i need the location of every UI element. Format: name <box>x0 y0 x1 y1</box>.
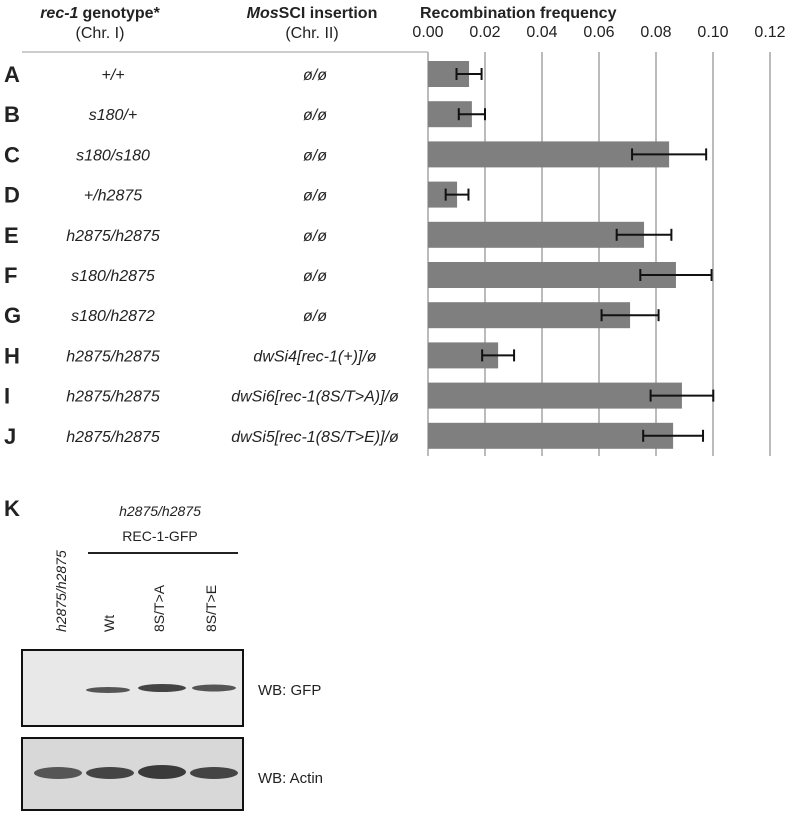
header: MosSCI insertion <box>247 5 378 22</box>
row-label: C <box>4 142 20 167</box>
row-label: J <box>4 424 16 449</box>
row-label: I <box>4 384 10 409</box>
x-tick-label: 0.04 <box>526 24 557 41</box>
lane-label: 8S/T>E <box>203 585 219 632</box>
header-text: SCI insertion <box>279 5 378 22</box>
header-sub: (Chr. I) <box>76 25 125 42</box>
k-genotype: h2875/h2875 <box>119 503 201 519</box>
genotype: h2875/h2875 <box>66 228 160 245</box>
band <box>190 767 238 779</box>
genotype: +/+ <box>101 67 124 84</box>
genotype: s180/s180 <box>76 147 150 164</box>
header-text: genotype* <box>82 5 160 22</box>
error-bar <box>639 269 713 281</box>
x-tick-label: 0.10 <box>697 24 728 41</box>
lane-label: h2875/h2875 <box>53 550 69 632</box>
insertion: ø/ø <box>303 308 327 325</box>
error-bar <box>642 429 705 442</box>
band <box>138 765 186 779</box>
x-tick-label: 0.12 <box>754 24 785 41</box>
bar <box>428 221 645 248</box>
header-sub: (Chr. II) <box>285 25 338 42</box>
insertion: ø/ø <box>303 67 327 84</box>
genotype: h2875/h2875 <box>66 429 160 446</box>
insertion: dwSi6[rec-1(8S/T>A)]/ø <box>231 389 399 406</box>
bar <box>428 302 631 329</box>
error-bar <box>455 68 483 80</box>
insertion: ø/ø <box>303 107 327 124</box>
band <box>138 684 186 692</box>
genotype: h2875/h2875 <box>66 389 160 406</box>
error-bar <box>631 148 708 161</box>
row-label: E <box>4 223 19 248</box>
error-bar <box>600 309 660 322</box>
band <box>34 767 82 779</box>
row-label: F <box>4 263 17 288</box>
k-construct: REC-1-GFP <box>122 528 197 544</box>
insertion: dwSi4[rec-1(+)]/ø <box>253 348 376 365</box>
error-bar <box>615 228 673 241</box>
error-bar <box>649 389 715 402</box>
row-label: D <box>4 183 20 208</box>
blot-label: WB: GFP <box>258 682 321 699</box>
lane-label: Wt <box>101 615 117 632</box>
header-italic: rec-1 <box>40 5 78 22</box>
row-label: G <box>4 303 21 328</box>
genotype: h2875/h2875 <box>66 348 160 365</box>
row-label: A <box>4 62 20 87</box>
header: rec-1 genotype* <box>40 5 160 22</box>
lane-label: 8S/T>A <box>151 584 167 632</box>
band <box>86 687 130 693</box>
x-tick-label: 0.06 <box>583 24 614 41</box>
header-italic: Mos <box>247 5 279 22</box>
x-tick-label: 0.08 <box>640 24 671 41</box>
error-bar <box>444 188 470 201</box>
chart-title: Recombination frequency <box>420 5 617 22</box>
insertion: ø/ø <box>303 228 327 245</box>
genotype: +/h2875 <box>84 188 142 205</box>
row-label: H <box>4 343 20 368</box>
bar <box>428 262 676 288</box>
bar <box>428 422 674 449</box>
genotype: s180/h2872 <box>71 308 155 325</box>
genotype: s180/+ <box>89 107 137 124</box>
insertion: ø/ø <box>303 268 327 285</box>
insertion: dwSi5[rec-1(8S/T>E)]/ø <box>231 429 399 446</box>
panel-label: K <box>4 496 20 521</box>
bar <box>428 382 682 409</box>
x-tick-label: 0.02 <box>469 24 500 41</box>
row-label: B <box>4 102 20 127</box>
insertion: ø/ø <box>303 147 327 164</box>
x-tick-label: 0.00 <box>412 24 443 41</box>
error-bar <box>481 349 516 362</box>
bar <box>428 141 670 168</box>
band <box>192 684 236 692</box>
band <box>86 767 134 779</box>
genotype: s180/h2875 <box>71 268 155 285</box>
blot-label: WB: Actin <box>258 770 323 787</box>
error-bar <box>457 108 486 121</box>
insertion: ø/ø <box>303 188 327 205</box>
